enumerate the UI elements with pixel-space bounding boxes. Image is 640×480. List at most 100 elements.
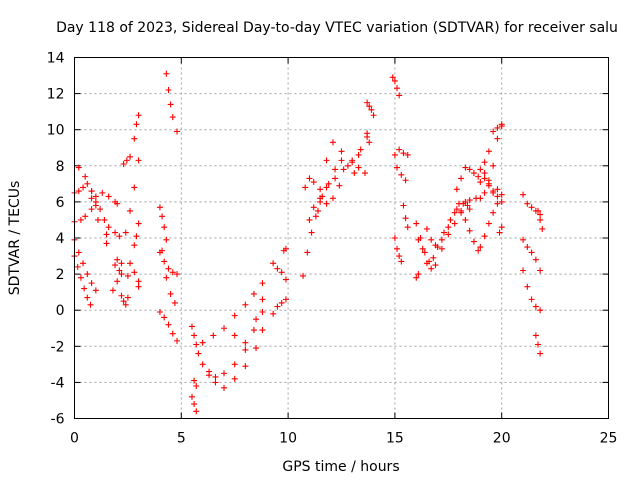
x-tick-label: 0 <box>70 431 79 447</box>
data-point <box>169 269 176 276</box>
data-point <box>270 260 277 267</box>
data-track <box>423 198 473 249</box>
data-point <box>92 287 99 294</box>
data-point <box>253 345 260 352</box>
y-tick-label: 14 <box>47 51 65 67</box>
y-tick-label: 4 <box>56 231 65 247</box>
data-point <box>221 370 228 377</box>
data-point <box>188 323 195 330</box>
data-point <box>402 215 409 222</box>
data-point <box>453 186 460 193</box>
data-track <box>364 130 373 146</box>
data-point <box>135 278 142 285</box>
data-point <box>159 247 166 254</box>
data-point <box>131 184 138 191</box>
data-track <box>131 112 142 142</box>
data-point <box>199 361 206 368</box>
data-point <box>221 325 228 332</box>
data-point <box>447 216 454 223</box>
data-point <box>77 274 84 281</box>
data-point <box>323 200 330 207</box>
data-point <box>415 271 422 278</box>
data-point <box>332 175 339 182</box>
data-track <box>496 224 505 236</box>
data-point <box>466 197 473 204</box>
data-point <box>127 207 134 214</box>
data-point <box>259 309 266 316</box>
data-point <box>464 202 471 209</box>
data-point <box>231 332 238 339</box>
data-point <box>167 290 174 297</box>
data-point <box>81 285 88 292</box>
data-point <box>212 373 219 380</box>
data-point <box>481 175 488 182</box>
data-point <box>364 99 371 106</box>
data-point <box>451 209 458 216</box>
data-point <box>494 135 501 142</box>
data-point <box>398 258 405 265</box>
data-track <box>88 188 123 240</box>
data-point <box>118 271 125 278</box>
data-point <box>498 198 505 205</box>
data-point <box>191 377 198 384</box>
data-point <box>498 191 505 198</box>
data-point <box>344 162 351 169</box>
data-point <box>118 260 125 267</box>
data-point <box>537 350 544 357</box>
data-point <box>428 236 435 243</box>
data-point <box>490 162 497 169</box>
data-point <box>396 146 403 153</box>
data-point <box>114 278 121 285</box>
data-point <box>438 245 445 252</box>
x-tick-label: 15 <box>386 431 404 447</box>
data-point <box>532 303 539 310</box>
data-point <box>470 170 477 177</box>
data-point <box>75 188 82 195</box>
data-point <box>413 274 420 281</box>
data-track <box>477 175 505 198</box>
data-point <box>357 146 364 153</box>
data-track <box>156 309 181 344</box>
data-point <box>156 309 163 316</box>
data-point <box>453 206 460 213</box>
y-tick-label: 6 <box>56 195 65 211</box>
data-point <box>494 193 501 200</box>
data-point <box>274 265 281 272</box>
data-track <box>127 260 142 285</box>
y-tick-label: 8 <box>56 159 65 175</box>
data-point <box>116 233 123 240</box>
data-point <box>250 290 257 297</box>
data-point <box>323 157 330 164</box>
data-point <box>524 283 531 290</box>
data-track <box>481 121 505 166</box>
data-track <box>159 247 178 306</box>
data-point <box>97 206 104 213</box>
data-track <box>280 245 289 254</box>
data-point <box>315 207 322 214</box>
data-point <box>338 157 345 164</box>
data-point <box>445 224 452 231</box>
data-track <box>270 296 289 317</box>
data-point <box>537 211 544 218</box>
data-point <box>389 74 396 81</box>
data-point <box>161 258 168 265</box>
data-point <box>165 86 172 93</box>
data-point <box>485 148 492 155</box>
data-track <box>391 151 409 184</box>
data-point <box>191 332 198 339</box>
data-track <box>270 260 289 283</box>
data-point <box>329 139 336 146</box>
data-point <box>156 204 163 211</box>
data-point <box>105 224 112 231</box>
data-point <box>325 180 332 187</box>
x-tick-label: 20 <box>493 431 511 447</box>
data-point <box>270 310 277 317</box>
data-point <box>466 166 473 173</box>
data-point <box>402 177 409 184</box>
data-point <box>306 175 313 182</box>
data-point <box>105 193 112 200</box>
data-point <box>242 363 249 370</box>
data-point <box>490 209 497 216</box>
data-point <box>537 267 544 274</box>
data-point <box>481 170 488 177</box>
